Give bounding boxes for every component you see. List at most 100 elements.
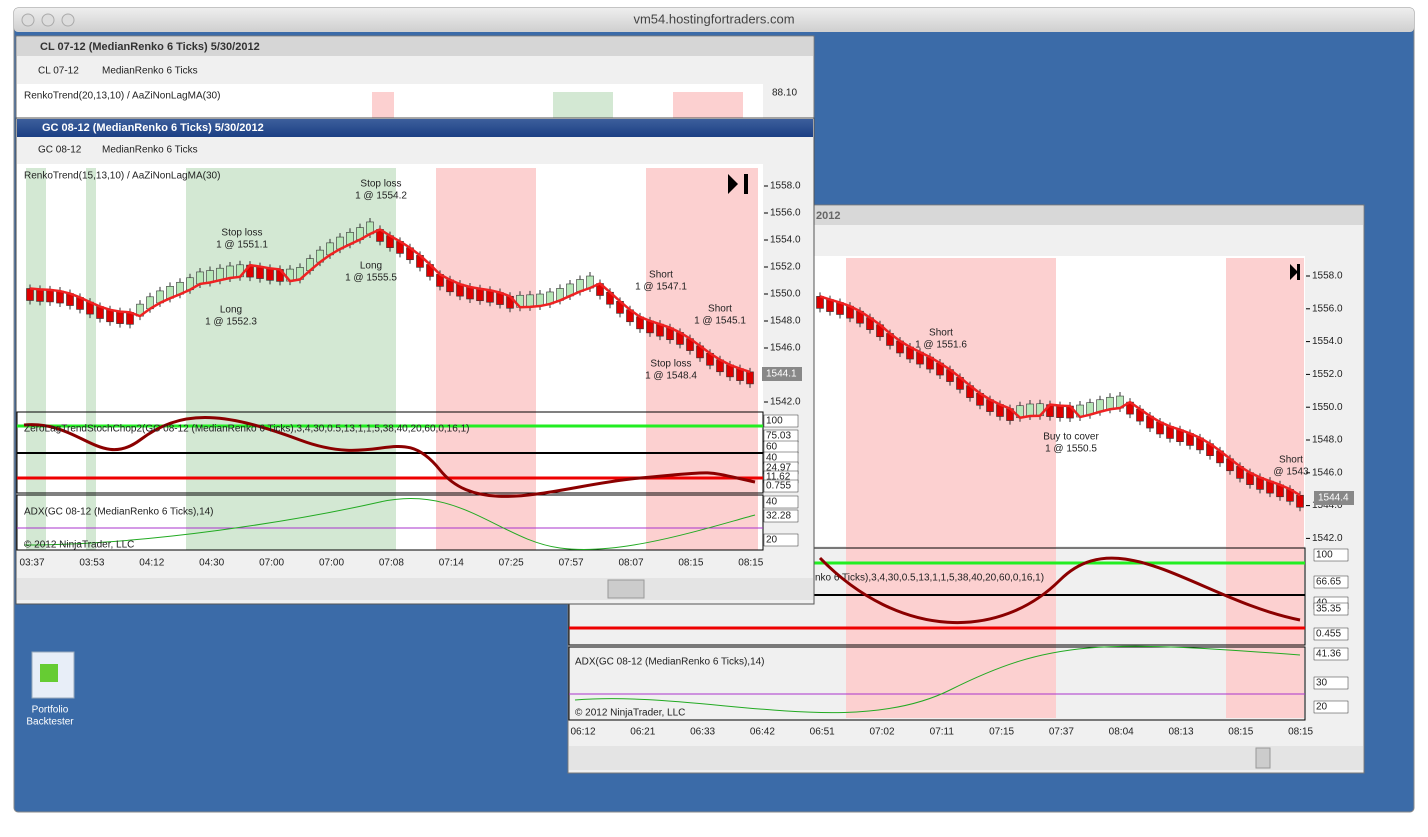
trend-line xyxy=(819,295,1301,497)
trade-annotation: 1 @ 1551.6 xyxy=(915,340,967,351)
scrollbar[interactable] xyxy=(569,746,1363,770)
window-title: 2012 xyxy=(816,210,840,222)
candle xyxy=(526,294,534,308)
y-tick-label: 1554.0 xyxy=(1312,336,1343,347)
trade-annotation: Long xyxy=(360,261,382,272)
short-zone xyxy=(673,92,743,118)
x-tick-label: 07:00 xyxy=(319,558,344,569)
x-tick-label: 06:51 xyxy=(810,727,835,738)
candle xyxy=(256,266,264,279)
trade-annotation: 1 @ 1551.1 xyxy=(216,240,268,251)
y-tick-label: 0.455 xyxy=(1316,629,1341,640)
short-zone xyxy=(372,92,394,118)
axis-tag xyxy=(1313,575,1349,589)
trade-annotation: 1 @ 1545.1 xyxy=(694,316,746,327)
adx-label: ADX(GC 08-12 (MedianRenko 6 Ticks),14) xyxy=(24,507,214,518)
x-tick-label: 08:07 xyxy=(618,558,643,569)
y-tick-label: 100 xyxy=(766,416,783,427)
y-tick-label: 11.62 xyxy=(766,472,791,483)
window-titlebar xyxy=(17,37,813,56)
instrument-selector[interactable]: CL 07-12 xyxy=(38,66,79,77)
scroll-thumb[interactable] xyxy=(607,579,645,599)
bar-type-selector[interactable]: MedianRenko 6 Ticks xyxy=(102,145,198,156)
candle xyxy=(1296,494,1304,508)
scrollbar[interactable] xyxy=(17,578,813,600)
axis-tag xyxy=(1313,548,1349,562)
window-titlebar xyxy=(17,119,813,137)
trade-annotation: 1 @ 1548.4 xyxy=(645,371,697,382)
axis-tag xyxy=(763,533,799,547)
x-tick-label: 08:04 xyxy=(1109,727,1134,738)
candle xyxy=(46,289,54,303)
y-tick-label: 1548.0 xyxy=(1312,435,1343,446)
candle xyxy=(26,288,34,301)
y-tick-label: 100 xyxy=(1316,550,1333,561)
end-icon xyxy=(728,174,748,194)
candle xyxy=(116,311,124,324)
short-zone xyxy=(1226,258,1304,718)
x-tick-label: 03:37 xyxy=(19,558,44,569)
icon-label: Backtester xyxy=(26,717,74,728)
last-price-tag xyxy=(762,367,802,381)
axis-tag xyxy=(763,479,799,493)
icon-label: Portfolio xyxy=(32,705,69,716)
adx-pane xyxy=(16,494,764,551)
zoom-button[interactable] xyxy=(61,13,75,27)
short-zone xyxy=(646,168,758,550)
indicator-label: RenkoTrend(15,13,10) / AaZiNonLagMA(30) xyxy=(24,171,220,182)
y-tick-label: 1542.0 xyxy=(770,397,801,408)
y-tick-label: 1546.0 xyxy=(770,343,801,354)
y-tick-label: 1552.0 xyxy=(1312,369,1343,380)
axis-tag xyxy=(1313,602,1349,616)
x-tick-label: 08:15 xyxy=(678,558,703,569)
y-tick-label: 35.35 xyxy=(1316,604,1341,615)
x-tick-label: 07:02 xyxy=(869,727,894,738)
trade-annotation: 1 @ 1547.1 xyxy=(635,282,687,293)
x-tick-label: 03:53 xyxy=(79,558,104,569)
x-tick-label: 08:15 xyxy=(1288,727,1313,738)
y-tick-label: 0.755 xyxy=(766,481,791,492)
bar-type-selector[interactable]: MedianRenko 6 Ticks xyxy=(102,66,198,77)
long-zone xyxy=(553,92,613,118)
trade-annotation: Long xyxy=(220,305,242,316)
trend-line xyxy=(29,228,751,374)
copyright: © 2012 NinjaTrader, LLC xyxy=(24,540,134,551)
candle xyxy=(36,289,44,302)
long-zone xyxy=(26,168,46,550)
x-tick-label: 07:25 xyxy=(499,558,524,569)
desktop-icon[interactable]: Portfolio Backtester xyxy=(26,651,75,728)
os-title: vm54.hostingfortraders.com xyxy=(633,11,794,26)
icon-puzzle xyxy=(40,664,58,682)
x-tick-label: 07:08 xyxy=(379,558,404,569)
adx-label: ADX(GC 08-12 (MedianRenko 6 Ticks),14) xyxy=(575,657,765,668)
window-title: CL 07-12 (MedianRenko 6 Ticks) 5/30/2012 xyxy=(40,41,260,53)
trade-annotation: 1 @ 1552.3 xyxy=(205,317,257,328)
short-zone xyxy=(436,168,536,550)
window-title: GC 08-12 (MedianRenko 6 Ticks) 5/30/2012 xyxy=(42,122,264,134)
osc-label: nko 6 Ticks),3,4,30,0.5,13,1,1,5,38,40,2… xyxy=(815,573,1044,584)
axis-tag xyxy=(763,495,799,509)
minimize-button[interactable] xyxy=(41,13,55,27)
scroll-thumb[interactable] xyxy=(1255,747,1271,769)
axis-tag xyxy=(1313,700,1349,714)
y-tick-label: 1556.0 xyxy=(770,208,801,219)
close-button[interactable] xyxy=(21,13,35,27)
y-tick-label: 1558.0 xyxy=(1312,271,1343,282)
y-tick-label: 1544.0 xyxy=(1312,500,1343,511)
axis-tag xyxy=(1313,627,1349,641)
trade-annotation: Short xyxy=(929,328,953,339)
x-tick-label: 04:30 xyxy=(199,558,224,569)
osc-label: ZeroLagTrendStochChop2(GC 08-12 (MedianR… xyxy=(24,424,469,435)
x-tick-label: 06:33 xyxy=(690,727,715,738)
y-tick-label: 20 xyxy=(766,535,778,546)
y-tick-label: 1554.0 xyxy=(770,235,801,246)
y-tick-label: 20 xyxy=(1316,702,1328,713)
gc-window: GC 08-12 (MedianRenko 6 Ticks) 5/30/2012… xyxy=(15,117,815,605)
y-tick-label: 1548.0 xyxy=(770,316,801,327)
osc-line xyxy=(818,556,1301,625)
y-tick-label: 1546.0 xyxy=(1312,467,1343,478)
candle xyxy=(1056,405,1064,418)
instrument-selector[interactable]: GC 08-12 xyxy=(38,145,82,156)
y-tick-label: 40 xyxy=(766,497,778,508)
x-tick-label: 06:42 xyxy=(750,727,775,738)
